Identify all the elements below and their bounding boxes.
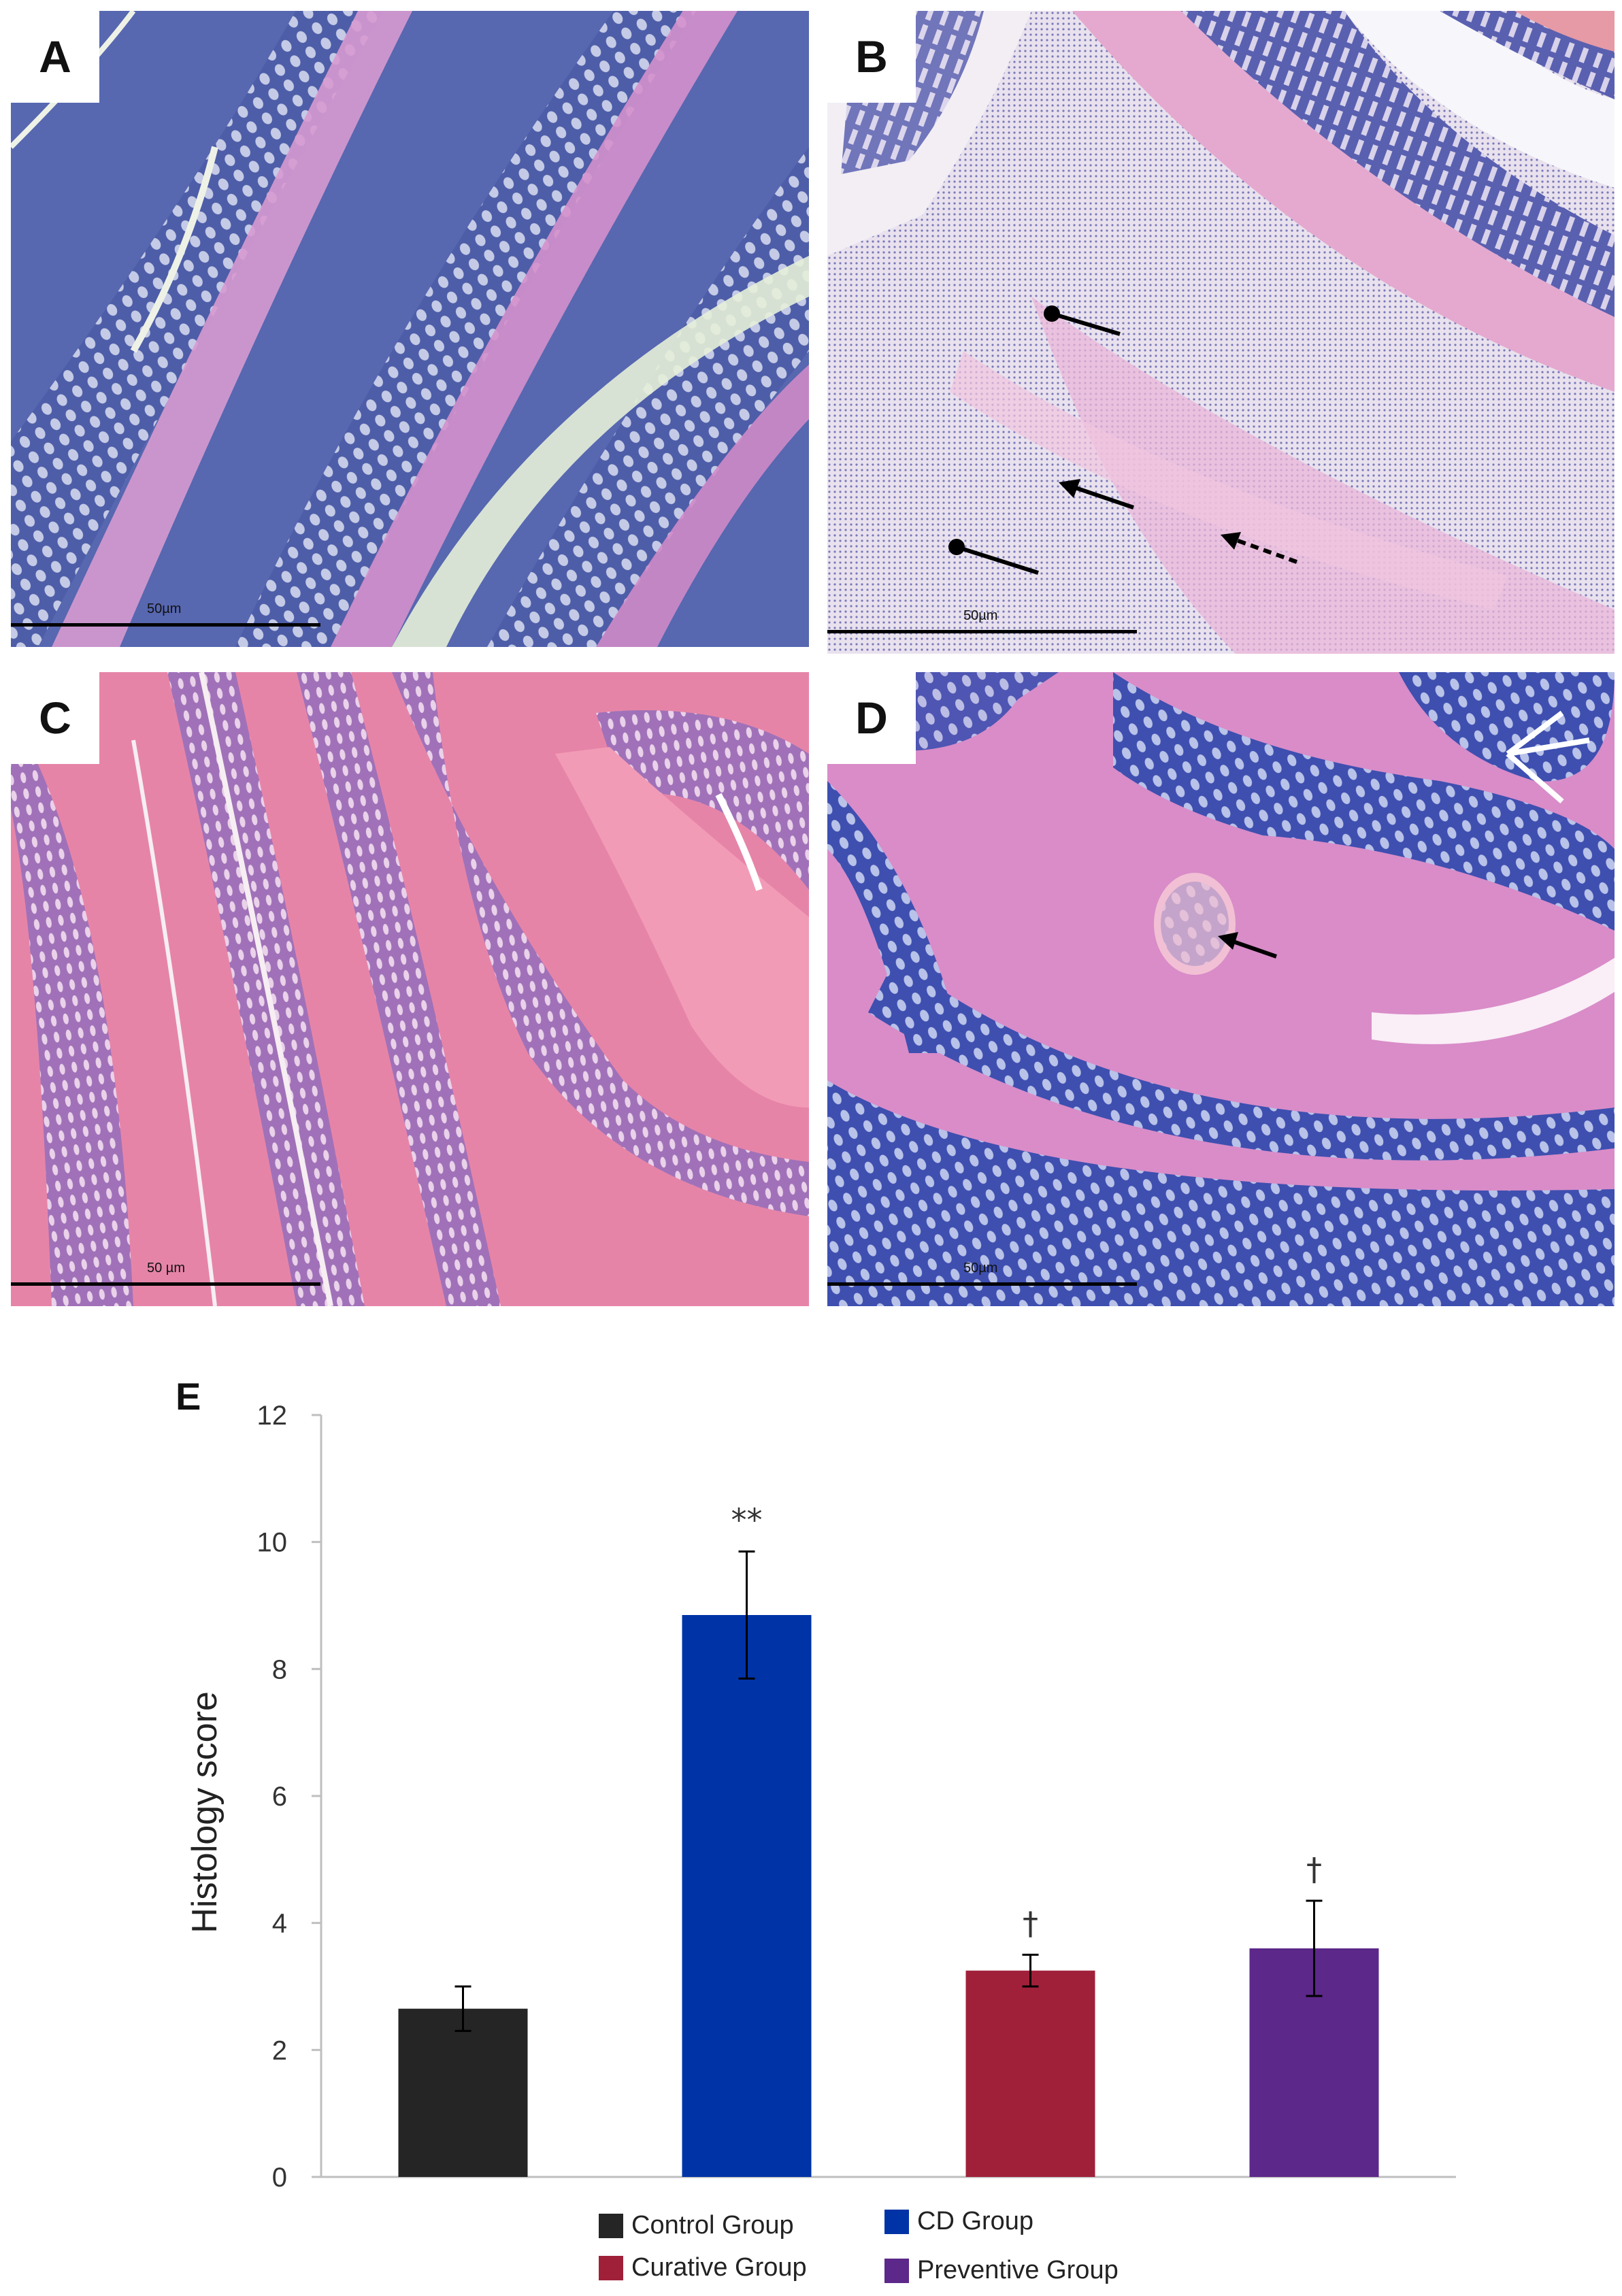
scale-bar-label: 50µm [147, 601, 182, 616]
legend-label: Curative Group [631, 2253, 807, 2282]
tissue-image-d [827, 672, 1615, 1306]
legend-item-control: Control Group [599, 2211, 794, 2240]
tissue-image-c [11, 672, 809, 1306]
y-tick-label: 4 [272, 1909, 287, 1939]
scale-bar [11, 1282, 320, 1286]
micrograph-panel-b: B 50µm [827, 11, 1615, 654]
legend-swatch-preventive [884, 2258, 909, 2283]
legend-swatch-control [599, 2213, 623, 2238]
scale-bar [11, 623, 320, 627]
legend-swatch-cd [884, 2209, 909, 2234]
panel-label-a: A [11, 11, 99, 103]
legend-label: CD Group [917, 2207, 1034, 2235]
significance-mark: † [1023, 1905, 1038, 1942]
arrow-dashed [1227, 535, 1298, 564]
y-tick-label: 2 [272, 2035, 287, 2065]
tissue-image-b [827, 11, 1615, 654]
legend-label: Control Group [631, 2211, 794, 2240]
arrow-tailed-1 [1051, 312, 1121, 336]
y-tick-label: 6 [272, 1782, 287, 1812]
legend-swatch-curative [599, 2255, 623, 2280]
bar-cd [682, 1615, 812, 2177]
significance-mark: † [1306, 1851, 1322, 1888]
bar-control [398, 2008, 528, 2177]
panel-label-c: C [11, 672, 99, 764]
legend-item-preventive: Preventive Group [884, 2256, 1119, 2285]
y-axis-label: Histology score [185, 1691, 225, 1933]
panel-label-e: E [176, 1375, 201, 1418]
scale-bar-label: 50µm [963, 608, 998, 623]
y-tick-label: 10 [257, 1528, 288, 1558]
scale-bar [827, 1282, 1137, 1286]
scale-bar [827, 630, 1137, 633]
chart-plot: 0 2 4 6 8 10 12 Histology score ** † † [185, 1401, 1456, 2193]
legend-label: Preventive Group [917, 2256, 1119, 2284]
y-tick-label: 0 [272, 2163, 287, 2193]
bar-curative [965, 1970, 1095, 2177]
micrograph-panel-c: C 50 µm [11, 672, 809, 1306]
legend-item-curative: Curative Group [599, 2253, 807, 2282]
scale-bar-label: 50µm [963, 1261, 998, 1276]
significance-mark: ** [731, 1502, 763, 1539]
micrograph-panel-a: A 50µm [11, 11, 809, 647]
arrow-tailed-2 [956, 545, 1039, 575]
scale-bar-label: 50 µm [147, 1261, 185, 1276]
legend-item-cd: CD Group [884, 2207, 1033, 2236]
tissue-image-a [11, 11, 809, 647]
panel-label-d: D [827, 672, 916, 764]
y-tick-label: 12 [257, 1401, 288, 1431]
chart-legend: Control Group CD Group Curative Group Pr… [599, 2204, 1211, 2293]
y-tick-label: 8 [272, 1654, 287, 1684]
panel-label-b: B [827, 11, 916, 103]
histology-score-chart: 0 2 4 6 8 10 12 Histology score ** † † E Control G… [0, 1354, 1622, 2296]
micrograph-panel-d: D 50µm [827, 672, 1615, 1306]
